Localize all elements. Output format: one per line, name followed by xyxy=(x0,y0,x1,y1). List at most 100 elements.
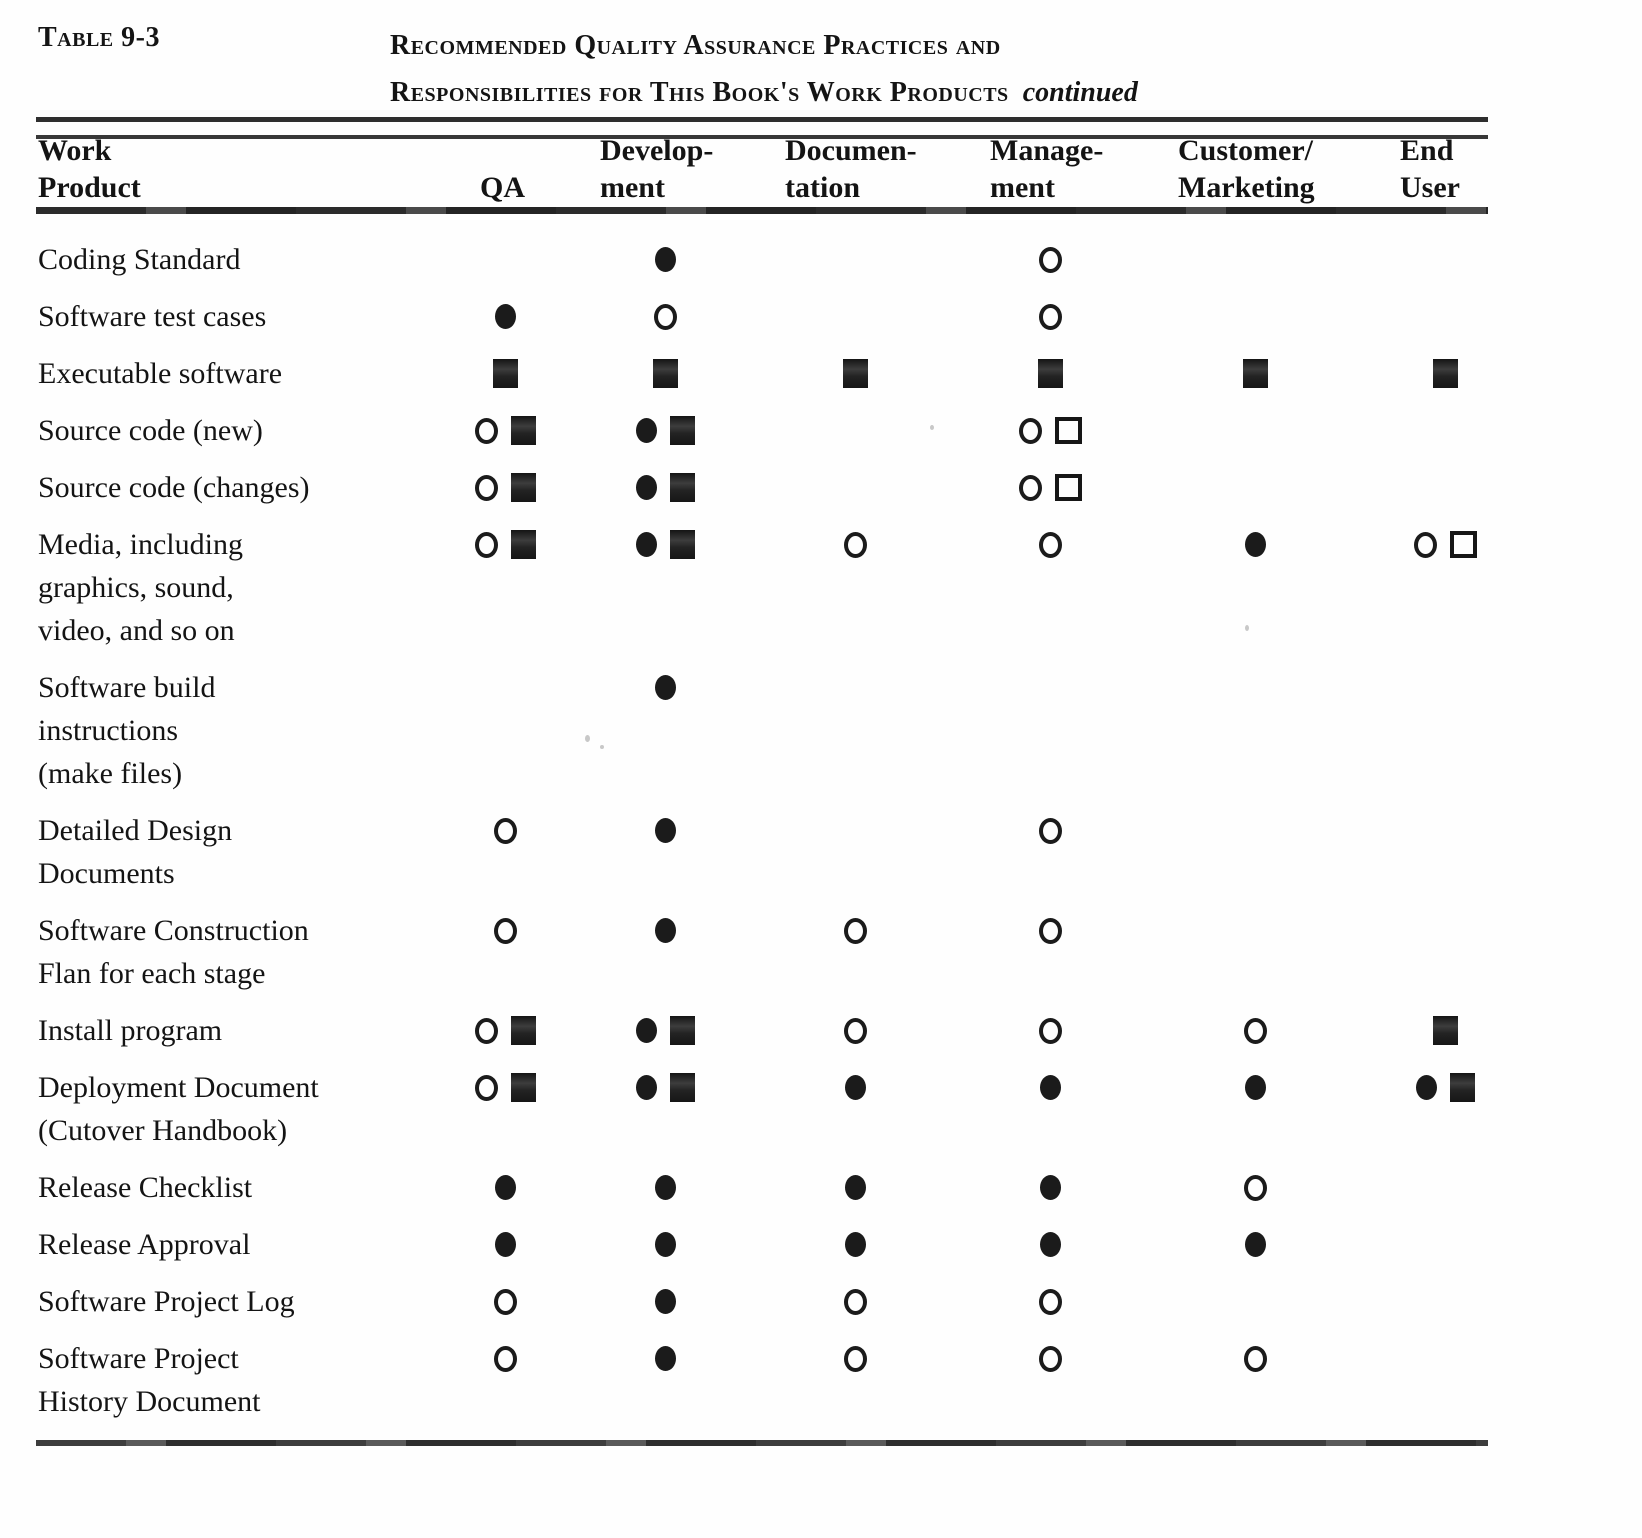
cell-customer-marketing xyxy=(1150,666,1360,709)
cell-end-user xyxy=(1360,1066,1530,1109)
filled-square-icon xyxy=(510,473,536,502)
cell-qa xyxy=(440,352,570,395)
open-circle-icon xyxy=(493,817,517,844)
cell-development xyxy=(570,409,760,452)
column-header-documentation: Documen-tation xyxy=(785,134,917,204)
filled-square-icon xyxy=(510,530,536,559)
open-circle-icon xyxy=(843,1288,867,1315)
table-body: Coding Standard Software test cases Execut… xyxy=(38,224,1530,1437)
cell-management xyxy=(950,238,1150,281)
cell-qa xyxy=(440,466,570,509)
open-circle-icon xyxy=(1038,531,1062,558)
filled-square-icon xyxy=(652,359,678,388)
filled-circle-icon xyxy=(1244,1232,1266,1257)
work-product-label: Install program xyxy=(38,1014,223,1047)
cell-management xyxy=(950,523,1150,566)
open-circle-icon xyxy=(653,303,677,330)
cell-qa xyxy=(440,1280,570,1323)
cell-documentation xyxy=(760,238,950,281)
cell-qa xyxy=(440,1337,570,1380)
table-row: Coding Standard xyxy=(38,238,1530,281)
filled-square-icon xyxy=(669,416,695,445)
open-circle-icon xyxy=(474,1074,498,1101)
column-header-end-user: End User xyxy=(1400,134,1460,204)
filled-circle-icon xyxy=(494,304,516,329)
table-row: Media, including graphics, sound, video, a… xyxy=(38,523,1530,652)
filled-circle-icon xyxy=(1415,1075,1437,1100)
cell-management xyxy=(950,352,1150,395)
cell-development xyxy=(570,1280,760,1323)
scan-speck xyxy=(1245,625,1249,631)
table-row: Source code (new) xyxy=(38,409,1530,452)
filled-square-icon xyxy=(1432,1016,1458,1045)
cell-documentation xyxy=(760,666,950,709)
table-title: Recommended Quality Assurance Practices … xyxy=(390,22,1390,116)
open-circle-icon xyxy=(1413,531,1437,558)
work-product-label: Source code (changes) xyxy=(38,471,310,504)
filled-circle-icon xyxy=(1244,1075,1266,1100)
table-row: Release Checklist xyxy=(38,1166,1530,1209)
filled-circle-icon xyxy=(1039,1175,1061,1200)
cell-documentation xyxy=(760,1280,950,1323)
cell-management xyxy=(950,909,1150,952)
filled-circle-icon xyxy=(654,918,676,943)
filled-circle-icon xyxy=(635,1018,657,1043)
cell-development xyxy=(570,1223,760,1266)
continued-label: continued xyxy=(1022,77,1138,108)
column-header-customer-marketing: Customer/Marketing xyxy=(1178,134,1315,204)
table-number: Table 9-3 xyxy=(38,22,160,53)
cell-documentation xyxy=(760,909,950,952)
work-product-label: Media, including graphics, sound, video, a… xyxy=(38,528,243,647)
filled-circle-icon xyxy=(1244,532,1266,557)
open-square-icon xyxy=(1449,531,1477,558)
filled-square-icon xyxy=(1449,1073,1475,1102)
cell-management xyxy=(950,1337,1150,1380)
filled-square-icon xyxy=(669,1073,695,1102)
cell-development xyxy=(570,466,760,509)
filled-circle-icon xyxy=(1039,1075,1061,1100)
cell-end-user xyxy=(1360,238,1530,281)
table-row: Executable software xyxy=(38,352,1530,395)
cell-customer-marketing xyxy=(1150,466,1360,509)
filled-circle-icon xyxy=(635,532,657,557)
work-product-label: Release Approval xyxy=(38,1228,251,1261)
open-circle-icon xyxy=(843,917,867,944)
filled-circle-icon xyxy=(654,1175,676,1200)
cell-management xyxy=(950,1066,1150,1109)
column-header-development: Develop-ment xyxy=(600,134,714,204)
table-row: Deployment Document (Cutover Handbook) xyxy=(38,1066,1530,1152)
cell-management xyxy=(950,809,1150,852)
open-circle-icon xyxy=(843,1017,867,1044)
open-circle-icon xyxy=(1038,303,1062,330)
open-circle-icon xyxy=(474,417,498,444)
cell-documentation xyxy=(760,409,950,452)
cell-development xyxy=(570,1337,760,1380)
cell-documentation xyxy=(760,352,950,395)
header-bottom-rule xyxy=(36,207,1488,214)
work-product-label: Source code (new) xyxy=(38,414,263,447)
filled-square-icon xyxy=(669,530,695,559)
open-circle-icon xyxy=(843,531,867,558)
filled-circle-icon xyxy=(654,818,676,843)
table-row: Release Approval xyxy=(38,1223,1530,1266)
bottom-rule xyxy=(36,1440,1488,1446)
open-circle-icon xyxy=(1018,417,1042,444)
table-row: Software Construction Flan for each stage xyxy=(38,909,1530,995)
cell-qa xyxy=(440,238,570,281)
cell-documentation xyxy=(760,1337,950,1380)
work-product-label: Software Construction Flan for each stage xyxy=(38,914,309,990)
cell-end-user xyxy=(1360,809,1530,852)
filled-circle-icon xyxy=(844,1175,866,1200)
table-title-line-2: Responsibilities for This Book's Work Pr… xyxy=(390,77,1138,108)
open-circle-icon xyxy=(493,1345,517,1372)
open-circle-icon xyxy=(1038,1345,1062,1372)
table-title-line-1: Recommended Quality Assurance Practices … xyxy=(390,30,1001,61)
open-square-icon xyxy=(1054,474,1082,501)
cell-management xyxy=(950,1166,1150,1209)
filled-circle-icon xyxy=(654,1289,676,1314)
scan-speck xyxy=(585,735,590,742)
open-circle-icon xyxy=(1038,917,1062,944)
filled-circle-icon xyxy=(635,475,657,500)
cell-customer-marketing xyxy=(1150,909,1360,952)
